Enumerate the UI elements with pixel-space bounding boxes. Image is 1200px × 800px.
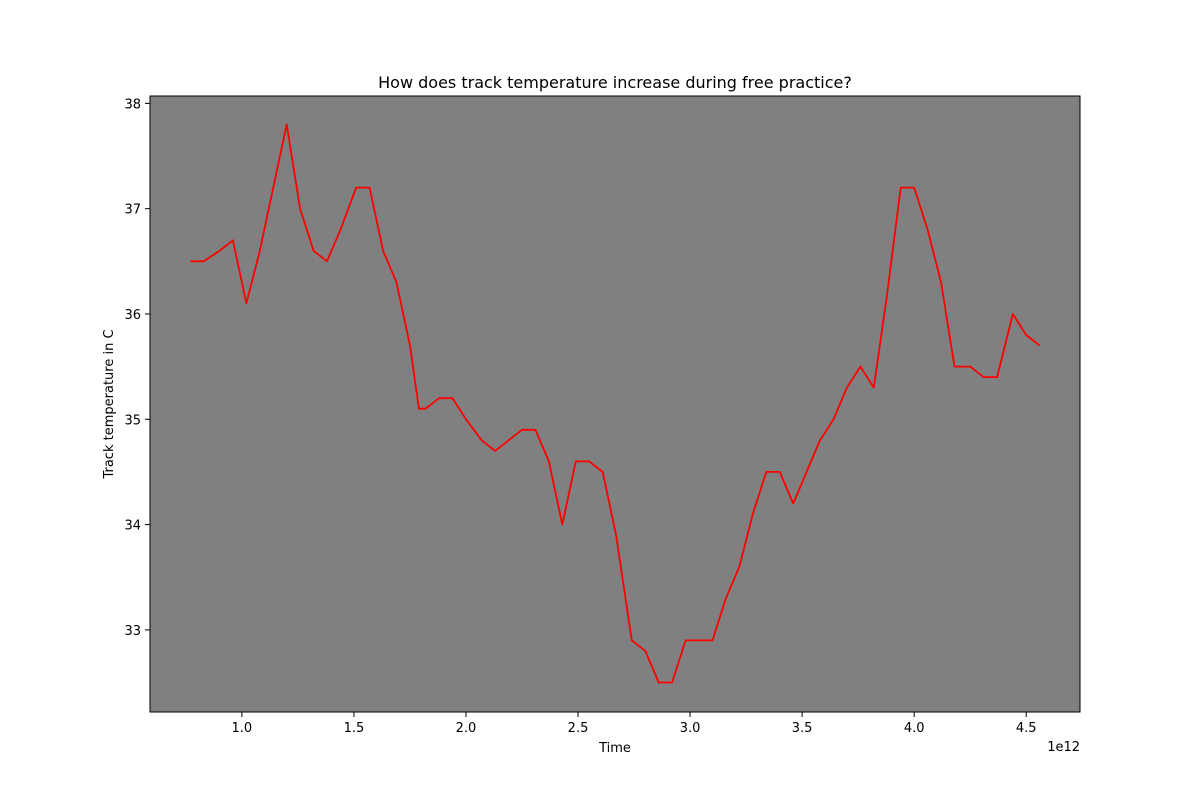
series-line-0 <box>190 123 1041 684</box>
y-tick-label: 33 <box>124 624 141 639</box>
series-layer <box>190 123 1041 684</box>
x-tick-label: 3.0 <box>680 721 701 736</box>
x-tick-label: 2.5 <box>568 721 589 736</box>
x-tick-label: 4.0 <box>904 721 925 736</box>
x-tick-label: 3.5 <box>792 721 813 736</box>
x-tick-label: 1.5 <box>344 721 365 736</box>
y-tick-label: 34 <box>124 519 141 534</box>
y-axis: 33 34 35 36 37 38 <box>124 97 150 639</box>
y-tick-label: 35 <box>124 413 141 428</box>
y-tick-label: 38 <box>124 97 141 112</box>
plot-frame <box>149 95 1081 713</box>
y-tick-label: 36 <box>124 308 141 323</box>
y-tick-label: 37 <box>124 203 141 218</box>
y-axis-label: Track temperature in C <box>102 329 117 479</box>
x-tick-label: 4.5 <box>1016 721 1037 736</box>
x-tick-label: 1.0 <box>232 721 253 736</box>
x-axis-label: Time <box>598 741 631 756</box>
plot-area <box>150 96 1080 712</box>
x-tick-label: 2.0 <box>456 721 477 736</box>
chart-title: How does track temperature increase duri… <box>378 73 852 92</box>
x-axis-offset-label: 1e12 <box>1047 740 1080 755</box>
x-axis: 1.0 1.5 2.0 2.5 3.0 3.5 4.0 4.5 <box>232 712 1037 736</box>
